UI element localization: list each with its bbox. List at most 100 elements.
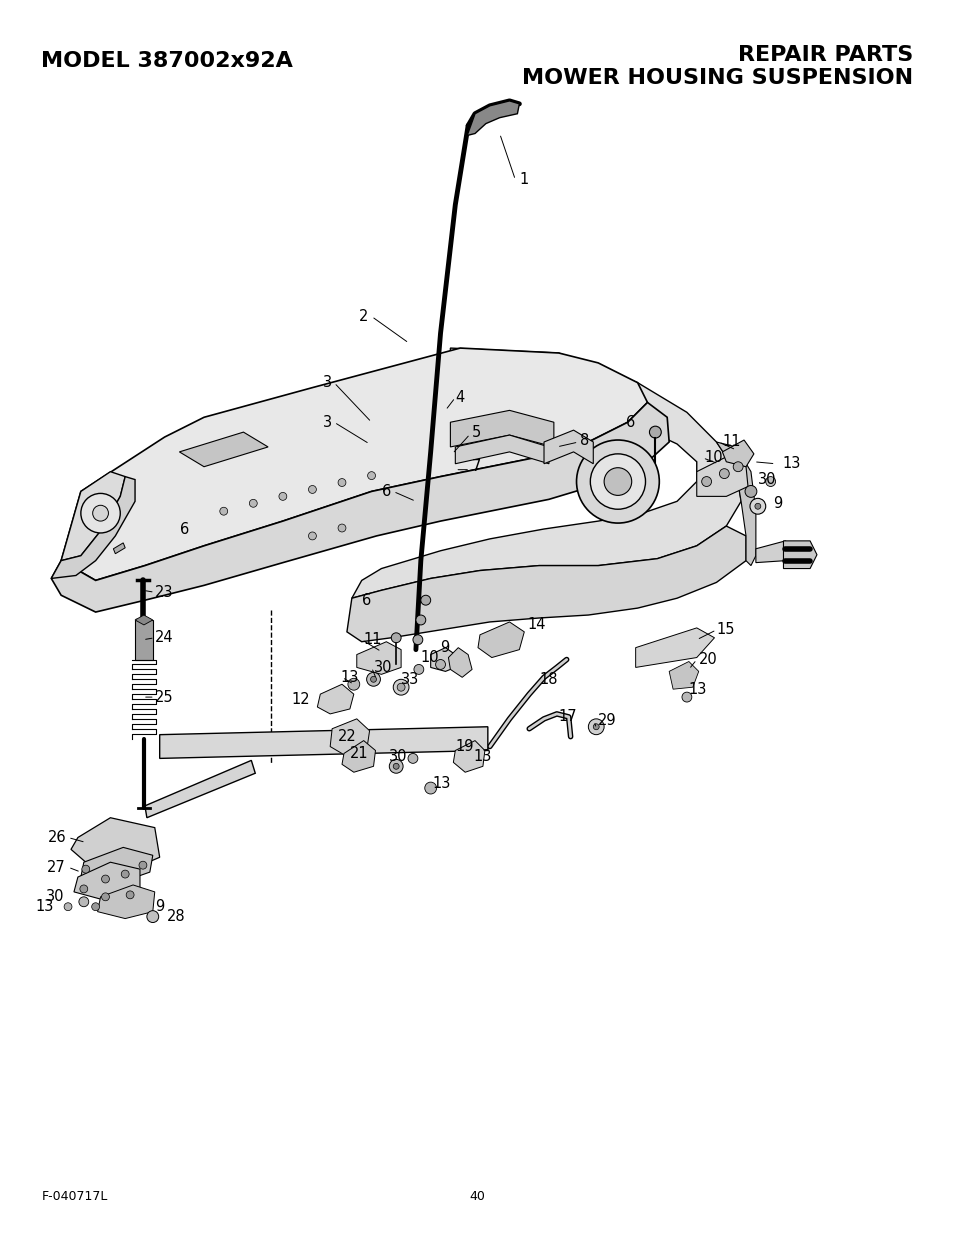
Text: 13: 13 bbox=[433, 776, 451, 790]
Circle shape bbox=[101, 876, 110, 883]
Polygon shape bbox=[81, 847, 152, 885]
Circle shape bbox=[126, 890, 134, 899]
Polygon shape bbox=[782, 541, 816, 568]
Circle shape bbox=[413, 635, 422, 645]
Circle shape bbox=[765, 477, 775, 487]
Polygon shape bbox=[159, 726, 487, 758]
Circle shape bbox=[147, 910, 158, 923]
Circle shape bbox=[278, 493, 287, 500]
Text: 25: 25 bbox=[154, 689, 173, 705]
Polygon shape bbox=[51, 403, 668, 613]
Circle shape bbox=[393, 679, 409, 695]
Text: 9: 9 bbox=[440, 640, 449, 655]
Text: 10: 10 bbox=[420, 650, 439, 664]
Circle shape bbox=[92, 505, 109, 521]
Circle shape bbox=[414, 664, 423, 674]
Text: 13: 13 bbox=[473, 748, 491, 764]
Polygon shape bbox=[145, 761, 255, 818]
Polygon shape bbox=[430, 647, 455, 672]
Circle shape bbox=[308, 485, 316, 494]
Text: 10: 10 bbox=[704, 451, 722, 466]
Text: 20: 20 bbox=[698, 652, 717, 667]
Circle shape bbox=[139, 861, 147, 869]
Text: MODEL 387002x92A: MODEL 387002x92A bbox=[41, 52, 293, 72]
Text: 7: 7 bbox=[472, 459, 481, 474]
Text: 30: 30 bbox=[46, 889, 64, 904]
Text: 30: 30 bbox=[374, 659, 392, 676]
Circle shape bbox=[81, 494, 120, 534]
Polygon shape bbox=[135, 620, 152, 659]
Circle shape bbox=[337, 479, 346, 487]
Polygon shape bbox=[179, 432, 268, 467]
Polygon shape bbox=[467, 101, 518, 136]
Text: 13: 13 bbox=[688, 682, 706, 697]
Text: 6: 6 bbox=[381, 484, 391, 499]
Text: 12: 12 bbox=[292, 692, 310, 706]
Circle shape bbox=[416, 615, 425, 625]
Text: 21: 21 bbox=[350, 746, 368, 761]
Text: 19: 19 bbox=[455, 739, 474, 755]
Circle shape bbox=[79, 897, 89, 906]
Circle shape bbox=[91, 903, 99, 910]
Polygon shape bbox=[543, 430, 593, 464]
Circle shape bbox=[121, 871, 129, 878]
Text: 18: 18 bbox=[538, 672, 557, 687]
Text: 13: 13 bbox=[36, 899, 54, 914]
Circle shape bbox=[733, 462, 742, 472]
Polygon shape bbox=[477, 622, 524, 657]
Polygon shape bbox=[453, 741, 484, 772]
Circle shape bbox=[393, 763, 398, 769]
Polygon shape bbox=[74, 862, 140, 902]
Circle shape bbox=[576, 440, 659, 524]
Text: 4: 4 bbox=[455, 390, 464, 405]
Text: 6: 6 bbox=[625, 415, 635, 430]
Polygon shape bbox=[755, 541, 795, 563]
Circle shape bbox=[101, 893, 110, 900]
Text: 8: 8 bbox=[579, 432, 589, 447]
Polygon shape bbox=[635, 627, 714, 667]
Circle shape bbox=[754, 504, 760, 509]
Text: 13: 13 bbox=[339, 669, 358, 685]
Polygon shape bbox=[347, 526, 745, 642]
Circle shape bbox=[308, 532, 316, 540]
Circle shape bbox=[420, 595, 430, 605]
Polygon shape bbox=[448, 647, 472, 677]
Polygon shape bbox=[668, 662, 698, 689]
Text: 2: 2 bbox=[359, 309, 368, 324]
Circle shape bbox=[590, 453, 645, 509]
Text: 9: 9 bbox=[773, 495, 782, 511]
Circle shape bbox=[681, 692, 691, 701]
Circle shape bbox=[408, 753, 417, 763]
Polygon shape bbox=[450, 410, 554, 447]
Circle shape bbox=[80, 885, 88, 893]
Circle shape bbox=[588, 719, 603, 735]
Circle shape bbox=[367, 472, 375, 479]
Circle shape bbox=[744, 485, 756, 498]
Polygon shape bbox=[61, 348, 647, 580]
Text: 27: 27 bbox=[48, 860, 66, 874]
Polygon shape bbox=[135, 615, 152, 625]
Polygon shape bbox=[330, 719, 369, 756]
Polygon shape bbox=[341, 741, 375, 772]
Text: 1: 1 bbox=[518, 173, 528, 188]
Polygon shape bbox=[352, 348, 740, 598]
Text: 13: 13 bbox=[781, 456, 800, 472]
Text: 3: 3 bbox=[323, 375, 332, 390]
Text: 5: 5 bbox=[472, 425, 481, 440]
Polygon shape bbox=[51, 477, 135, 578]
Circle shape bbox=[424, 782, 436, 794]
Circle shape bbox=[603, 468, 631, 495]
Polygon shape bbox=[356, 642, 400, 674]
Text: 6: 6 bbox=[362, 593, 371, 608]
Circle shape bbox=[701, 477, 711, 487]
Circle shape bbox=[719, 469, 728, 479]
Polygon shape bbox=[113, 543, 125, 553]
Circle shape bbox=[389, 760, 403, 773]
Text: 30: 30 bbox=[757, 472, 776, 487]
Text: 17: 17 bbox=[558, 709, 577, 725]
Circle shape bbox=[396, 683, 405, 692]
Polygon shape bbox=[71, 818, 159, 872]
Circle shape bbox=[64, 903, 71, 910]
Polygon shape bbox=[721, 440, 753, 467]
Text: 11: 11 bbox=[721, 435, 740, 450]
